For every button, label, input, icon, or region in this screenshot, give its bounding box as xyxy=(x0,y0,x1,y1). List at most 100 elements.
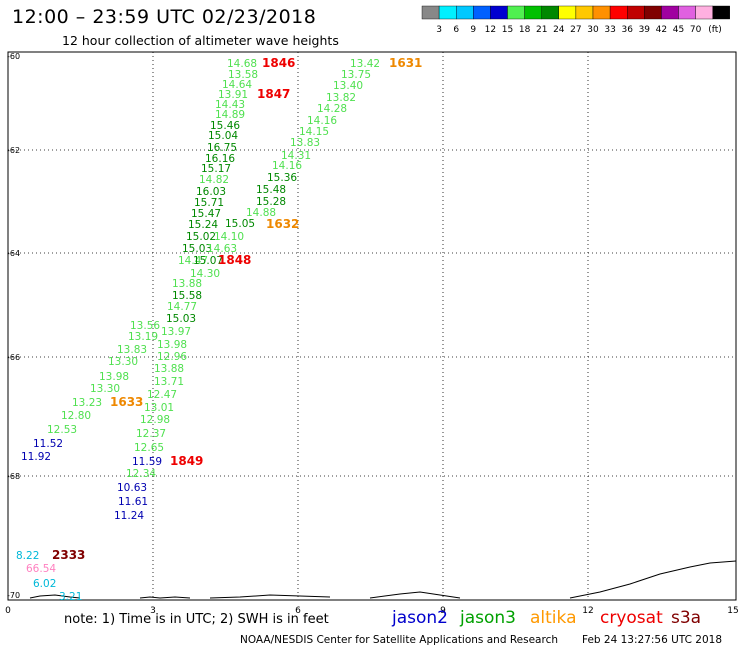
wave-height-reading: 11.61 xyxy=(118,496,148,508)
wave-height-reading: 12.80 xyxy=(61,410,91,422)
wave-height-reading: 12.98 xyxy=(140,414,170,426)
wave-height-reading: 14.77 xyxy=(167,301,197,313)
wave-height-reading: 3.21 xyxy=(59,591,82,603)
longitude-label: 6 xyxy=(295,606,301,616)
wave-height-reading: 12.37 xyxy=(136,428,166,440)
legend-jason2: jason2 xyxy=(392,608,448,628)
wave-height-reading: 8.22 xyxy=(16,550,39,562)
colorbar-tick-label: 70 xyxy=(690,25,702,35)
wave-height-reading: 14.89 xyxy=(215,109,245,121)
legend-jason3: jason3 xyxy=(460,608,516,628)
wave-height-reading: 12.53 xyxy=(47,424,77,436)
wave-height-reading: 16.16 xyxy=(205,153,235,165)
wave-height-colorbar: 3 6 9 12 15 18 21 24 27 30 33 36 39 42 45 70 (ft) xyxy=(421,5,731,35)
wave-height-reading: 13.42 xyxy=(350,58,380,70)
legend-altika: altika xyxy=(530,608,577,628)
wave-height-reading: 15.46 xyxy=(210,120,240,132)
wave-height-reading: 14.43 xyxy=(215,99,245,111)
wave-height-reading: 15.07 xyxy=(193,255,223,267)
coastline xyxy=(29,560,737,599)
wave-height-reading: 13.97 xyxy=(161,326,191,338)
wave-height-reading: 14.16 xyxy=(272,160,302,172)
colorbar-tick-label: 39 xyxy=(639,25,651,35)
wave-height-reading: 13.56 xyxy=(130,320,160,332)
colorbar-tick-label: 36 xyxy=(621,25,633,35)
wave-height-reading: 11.92 xyxy=(21,451,51,463)
wave-height-reading: 13.19 xyxy=(128,331,158,343)
wave-height-reading: 15.05 xyxy=(225,218,255,230)
colorbar-tick-label: 30 xyxy=(587,25,599,35)
wave-height-reading: 14.68 xyxy=(227,58,257,70)
latitude-label: -60 xyxy=(7,52,20,61)
pass-time-label: 1849 xyxy=(170,454,203,468)
colorbar-tick-label: 33 xyxy=(604,25,615,35)
wave-height-reading: 15.36 xyxy=(267,172,297,184)
wave-height-reading: 15.03 xyxy=(166,313,196,325)
colorbar-tick-label: 12 xyxy=(485,25,496,35)
footer-note: note: 1) Time is in UTC; 2) SWH is in fe… xyxy=(64,612,329,627)
generated-timestamp: Feb 24 13:27:56 UTC 2018 xyxy=(582,634,722,646)
wave-height-reading: 12.47 xyxy=(147,389,177,401)
wave-height-reading: 13.91 xyxy=(218,89,248,101)
pass-time-label: 1633 xyxy=(110,395,143,409)
wave-height-reading: 13.30 xyxy=(108,356,138,368)
longitude-label: 15 xyxy=(727,606,738,616)
wave-height-reading: 14.88 xyxy=(246,207,276,219)
wave-height-reading: 14.63 xyxy=(207,243,237,255)
longitude-label: 0 xyxy=(5,606,11,616)
colorbar-tick-label: 21 xyxy=(536,25,547,35)
latitude-label: -64 xyxy=(7,249,20,258)
wave-height-reading: 13.98 xyxy=(157,339,187,351)
wave-height-reading: 15.48 xyxy=(256,184,286,196)
wave-height-reading: 11.24 xyxy=(114,510,144,522)
map-title: 12:00 – 23:59 UTC 02/23/2018 xyxy=(12,6,317,28)
pass-time-label: 1847 xyxy=(257,87,290,101)
wave-height-reading: 15.24 xyxy=(188,219,218,231)
wave-height-reading: 16.03 xyxy=(196,186,226,198)
wave-height-reading: 14.30 xyxy=(190,268,220,280)
wave-height-reading: 13.98 xyxy=(99,371,129,383)
legend-cryosat: cryosat xyxy=(600,608,663,628)
map-subtitle: 12 hour collection of altimeter wave hei… xyxy=(62,33,339,48)
colorbar-tick-label: 27 xyxy=(570,25,581,35)
wave-height-reading: 13.30 xyxy=(90,383,120,395)
wave-height-reading: 15.58 xyxy=(172,290,202,302)
wave-height-reading: 15.28 xyxy=(256,196,286,208)
wave-height-reading: 11.59 xyxy=(132,456,162,468)
wave-height-reading: 14.10 xyxy=(214,231,244,243)
latitude-label: -62 xyxy=(7,146,20,155)
legend-s3a: s3a xyxy=(671,608,702,628)
wave-height-reading: 13.71 xyxy=(154,376,184,388)
wave-height-reading: 12.65 xyxy=(134,442,164,454)
wave-height-reading: 16.75 xyxy=(207,142,237,154)
colorbar-tick-label: 45 xyxy=(673,25,684,35)
colorbar-tick-label: 15 xyxy=(502,25,513,35)
wave-height-reading: 14.28 xyxy=(317,103,347,115)
wave-height-reading: 12.96 xyxy=(157,351,187,363)
wave-height-reading: 66.54 xyxy=(26,563,56,575)
pass-time-label: 1848 xyxy=(218,253,251,267)
wave-height-reading: 13.58 xyxy=(228,69,258,81)
wave-height-reading: 14.47 xyxy=(178,255,208,267)
latitude-label: -70 xyxy=(7,591,20,600)
map-frame xyxy=(7,51,737,601)
wave-height-reading: 14.15 xyxy=(299,126,329,138)
colorbar-tick-label: 24 xyxy=(553,25,565,35)
wave-height-reading: 10.63 xyxy=(117,482,147,494)
wave-height-reading: 13.23 xyxy=(72,397,102,409)
wave-height-reading: 13.40 xyxy=(333,80,363,92)
pass-time-label: 1846 xyxy=(262,56,295,70)
wave-height-reading: 15.04 xyxy=(208,130,238,142)
colorbar-swatch xyxy=(712,5,731,20)
wave-height-reading: 13.01 xyxy=(144,402,174,414)
wave-height-reading: 13.88 xyxy=(172,278,202,290)
wave-height-reading: 14.31 xyxy=(281,150,311,162)
longitude-label: 12 xyxy=(582,606,593,616)
pass-time-label: 2333 xyxy=(52,548,85,562)
wave-height-reading: 15.17 xyxy=(201,163,231,175)
wave-height-reading: 15.02 xyxy=(186,231,216,243)
wave-height-reading: 6.02 xyxy=(33,578,56,590)
wave-height-reading: 15.47 xyxy=(191,208,221,220)
wave-height-reading: 15.03 xyxy=(182,243,212,255)
